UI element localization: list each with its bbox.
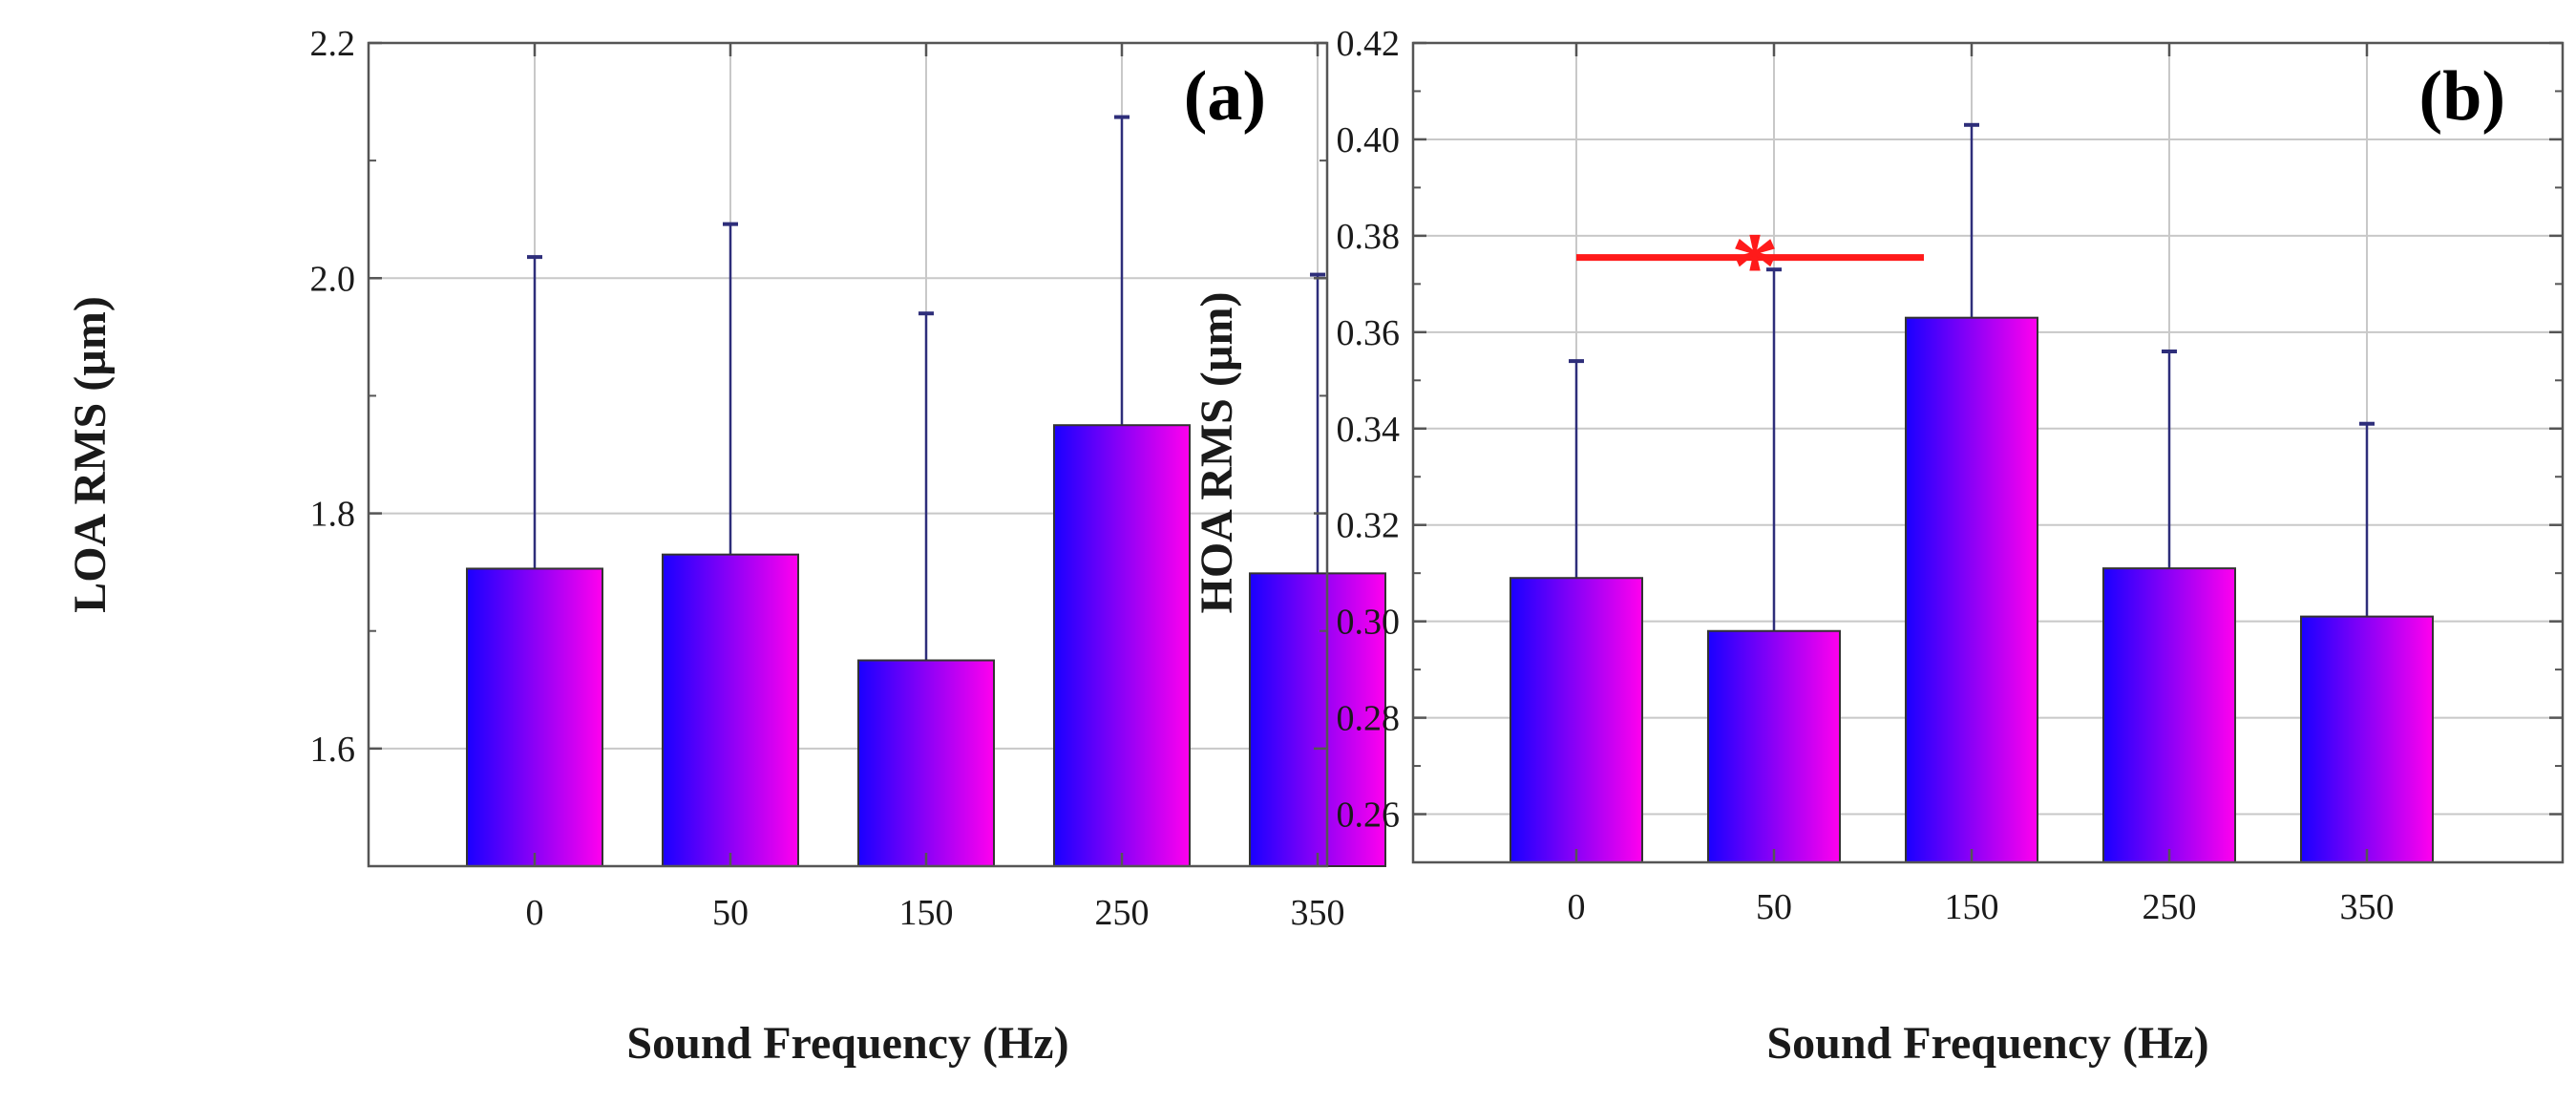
x-tick-labels-b: 0 50 150 250 350 bbox=[1568, 887, 2395, 927]
error-bars-b bbox=[1569, 122, 2375, 631]
bar bbox=[1510, 577, 1643, 863]
plot-frame-b bbox=[1411, 41, 2565, 864]
y-tick-label: 0.30 bbox=[1337, 603, 1401, 643]
bar bbox=[1707, 629, 1841, 863]
significance-star: * bbox=[1731, 213, 1779, 319]
significance-annotation: * bbox=[1576, 213, 1924, 319]
y-tick-label: 1.6 bbox=[310, 730, 356, 770]
ticks-a bbox=[369, 41, 1327, 866]
x-tick-label: 350 bbox=[2340, 887, 2395, 927]
y-tick-label: 0.26 bbox=[1337, 795, 1401, 836]
y-tick-label: 1.8 bbox=[310, 495, 356, 535]
bars-a bbox=[466, 424, 1386, 868]
bar bbox=[1053, 424, 1191, 867]
x-axis-label-a: Sound Frequency (Hz) bbox=[626, 1018, 1068, 1069]
y-axis-label-b: HOA RMS (µm) bbox=[1192, 292, 1242, 614]
y-tick-label: 2.0 bbox=[310, 259, 356, 299]
y-tick-label: 0.32 bbox=[1337, 506, 1401, 546]
x-tick-label: 150 bbox=[1945, 887, 1999, 927]
plot-frame-a bbox=[367, 41, 1329, 868]
bar bbox=[857, 659, 995, 867]
bar bbox=[466, 567, 603, 867]
bar bbox=[2102, 567, 2236, 863]
x-tick-label: 0 bbox=[1568, 887, 1586, 927]
y-tick-label: 0.36 bbox=[1337, 313, 1401, 353]
x-tick-label: 250 bbox=[2143, 887, 2197, 927]
x-tick-label: 350 bbox=[1291, 893, 1345, 933]
panel-label-a: (a) bbox=[1184, 57, 1266, 136]
x-axis-label-b: Sound Frequency (Hz) bbox=[1766, 1018, 2208, 1069]
ticks-b bbox=[1413, 41, 2563, 862]
error-bars-a bbox=[527, 115, 1325, 661]
y-tick-label: 0.38 bbox=[1337, 217, 1401, 257]
bar bbox=[1249, 572, 1386, 867]
y-axis-label-a: LOA RMS (µm) bbox=[65, 296, 116, 613]
y-tick-labels-a: 1.6 1.8 2.0 2.2 bbox=[310, 24, 356, 770]
x-tick-label: 50 bbox=[1756, 887, 1792, 927]
y-tick-label: 0.34 bbox=[1337, 410, 1401, 450]
y-tick-label: 2.2 bbox=[310, 24, 356, 64]
bar bbox=[1905, 316, 2038, 863]
y-tick-label: 0.28 bbox=[1337, 699, 1401, 739]
y-tick-label: 0.42 bbox=[1337, 24, 1401, 64]
x-tick-label: 0 bbox=[526, 893, 544, 933]
chart-panel-a: 1.6 1.8 2.0 2.2 0 50 150 250 350 (a) LOA RMS (µ… bbox=[65, 24, 1386, 1069]
y-tick-label: 0.40 bbox=[1337, 120, 1401, 160]
x-tick-label: 50 bbox=[712, 893, 749, 933]
bar bbox=[662, 553, 799, 868]
bar bbox=[2300, 615, 2434, 863]
x-tick-label: 150 bbox=[899, 893, 954, 933]
x-tick-labels-a: 0 50 150 250 350 bbox=[526, 893, 1345, 933]
panel-label-b: (b) bbox=[2419, 57, 2505, 136]
x-tick-label: 250 bbox=[1095, 893, 1150, 933]
chart-panel-b: 0.26 0.28 0.30 0.32 0.34 0.36 0.38 0.40 0.42 0 50… bbox=[1192, 24, 2565, 1069]
bars-b bbox=[1510, 316, 2434, 863]
y-tick-labels-b: 0.26 0.28 0.30 0.32 0.34 0.36 0.38 0.40 0.42 bbox=[1337, 24, 1401, 836]
